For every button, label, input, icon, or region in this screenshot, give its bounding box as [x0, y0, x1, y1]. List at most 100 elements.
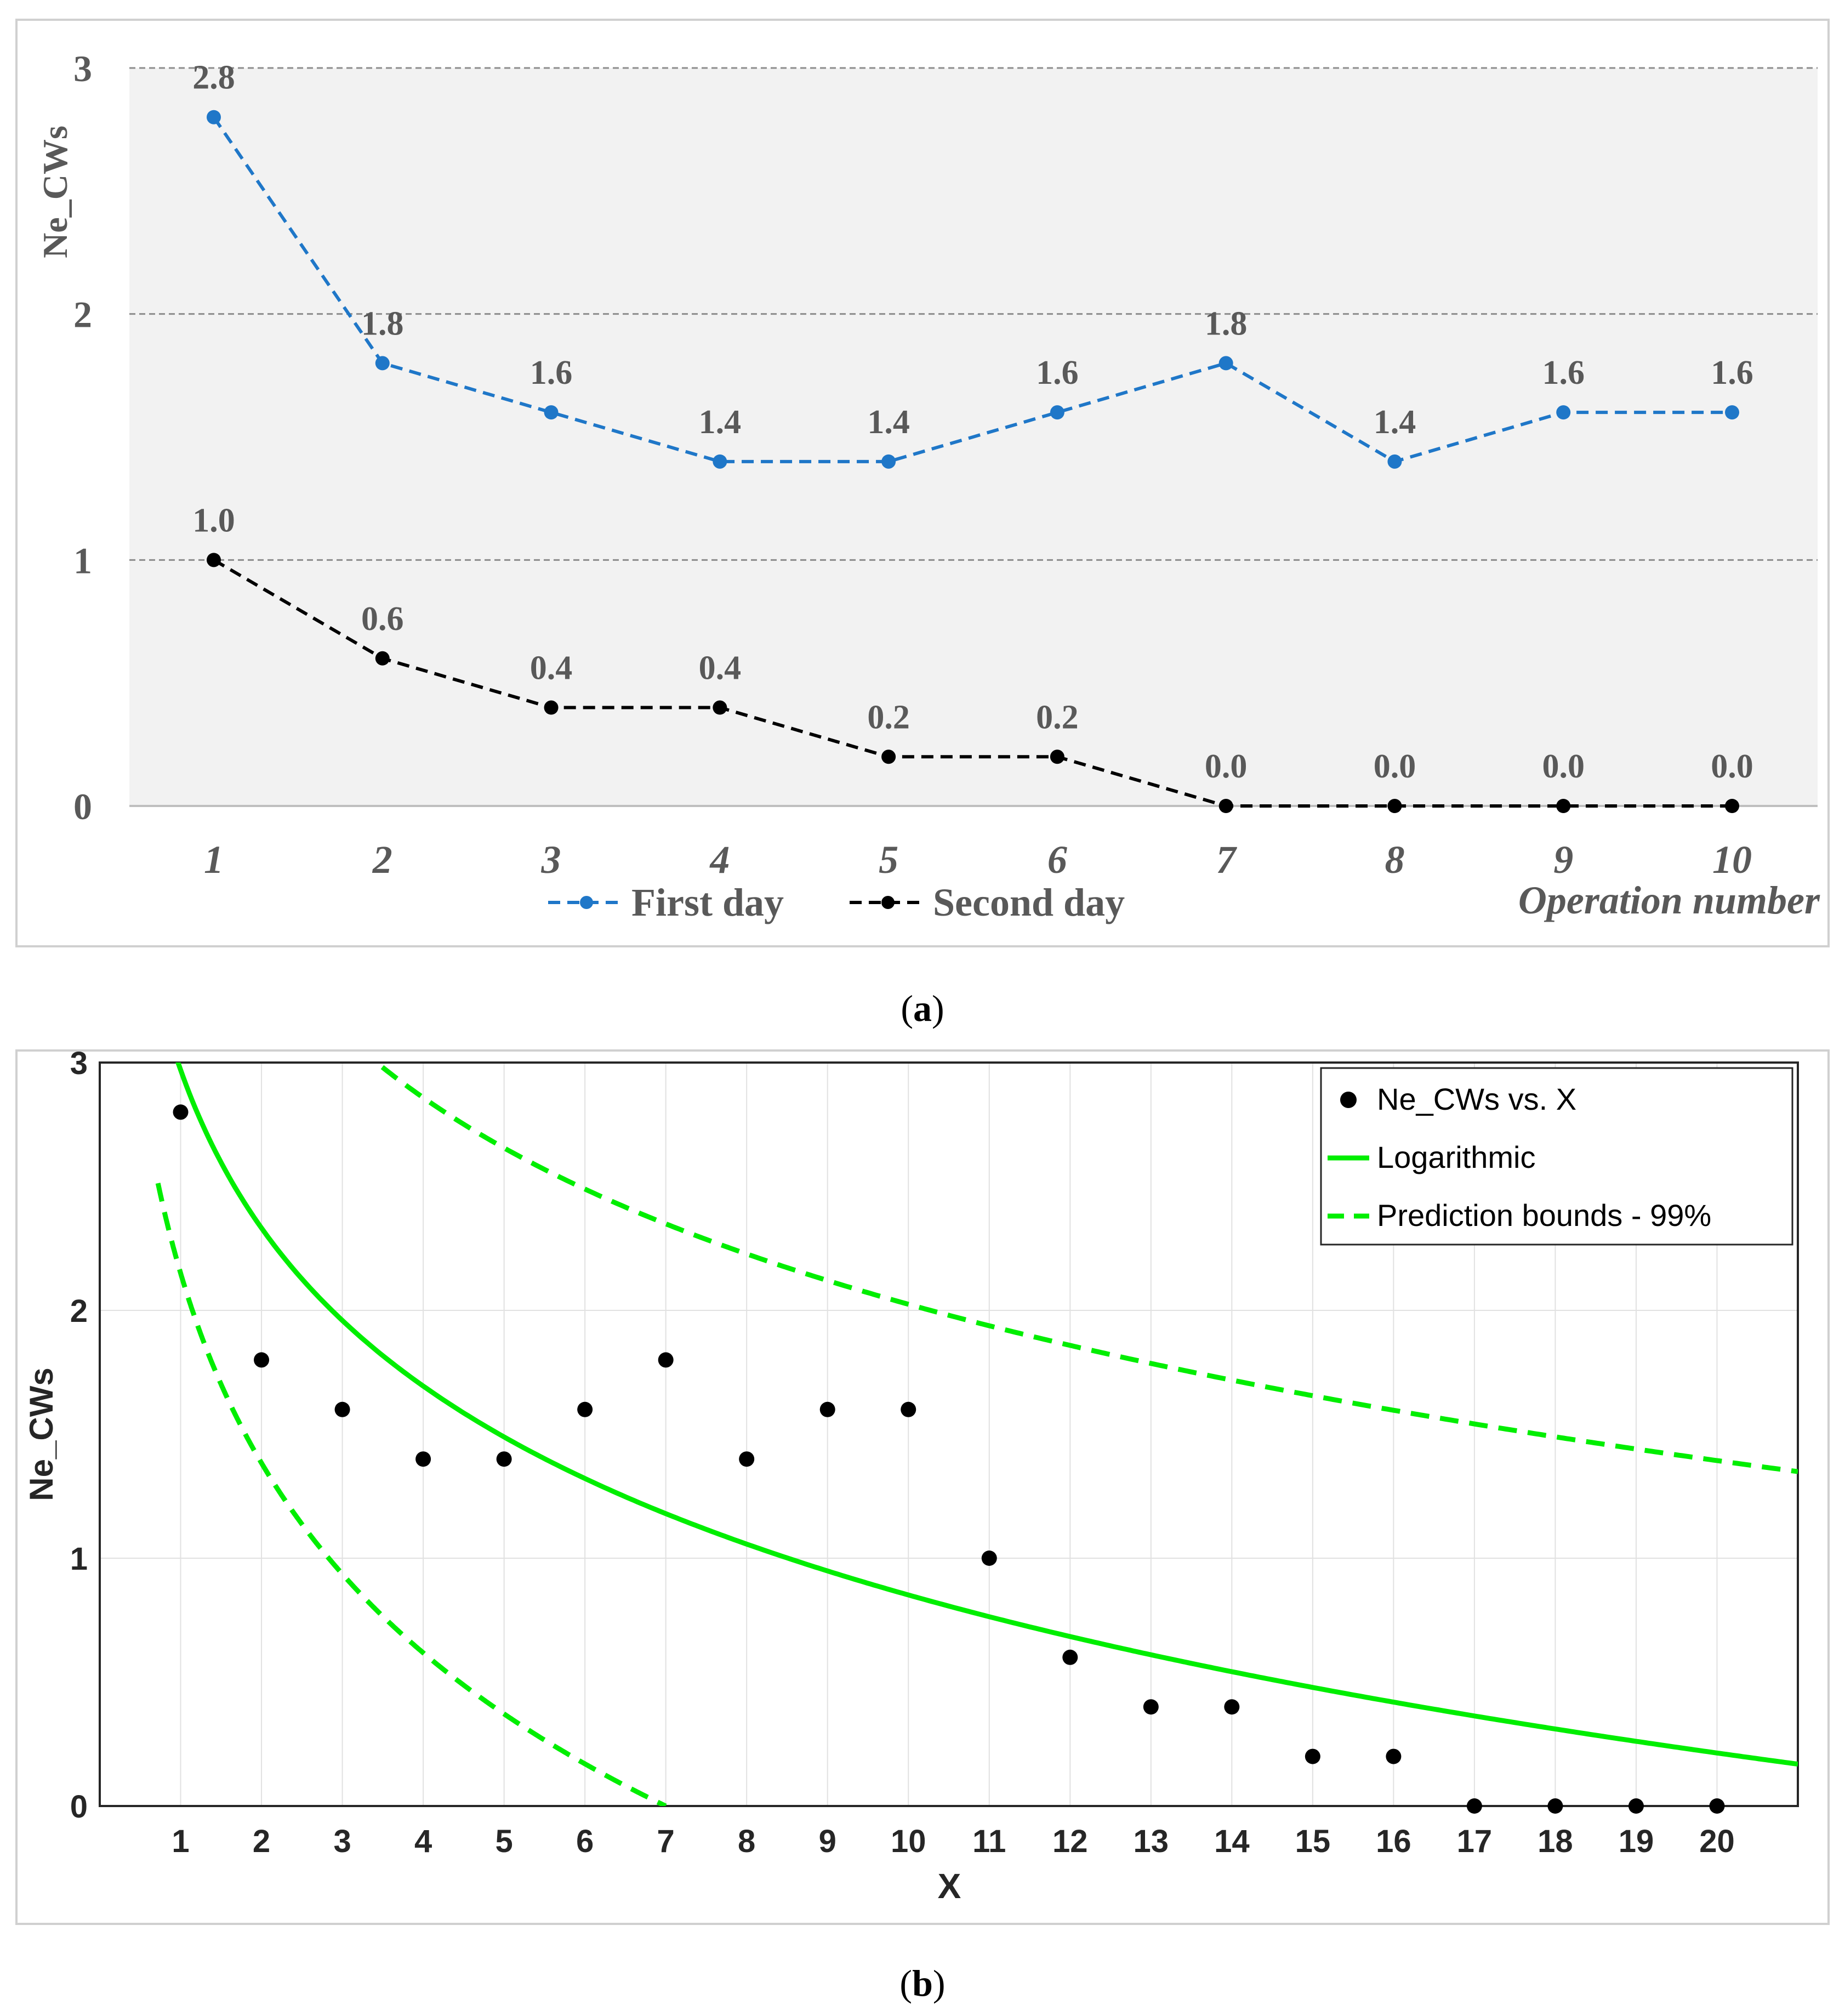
point-second-day-4	[713, 700, 727, 715]
x-tick-label-4: 4	[709, 838, 730, 882]
scatter-point-17	[1466, 1798, 1482, 1814]
point-first-day-7	[1218, 356, 1233, 371]
x-tick-label-8: 8	[1385, 838, 1404, 882]
x-tick-label-15: 15	[1295, 1824, 1331, 1859]
y-tick-label-2: 2	[70, 1293, 88, 1329]
point-first-day-10	[1725, 405, 1739, 420]
panel-b-x-tick-labels: 1 2 3 4 5 6 7 8 9 10 11 12 13 14 15 16 17 18 19 20	[172, 1824, 1734, 1859]
data-label-second-day-8: 0.0	[1374, 748, 1416, 785]
scatter-point-3	[334, 1401, 350, 1417]
data-label-first-day-9: 1.6	[1542, 354, 1585, 391]
panel-a-series	[207, 110, 1739, 813]
data-label-first-day-7: 1.8	[1205, 305, 1248, 342]
panel-b-caption-letter: b	[912, 1962, 933, 2004]
panel-a-data-labels: 2.8 1.8 1.6 1.4 1.4 1.6 1.8 1.4 1.6 1.6 1.0 0.6 0.4 0…	[192, 59, 1753, 785]
series-line-second-day	[213, 558, 1732, 808]
legend-fit-label: Logarithmic	[1377, 1140, 1535, 1174]
point-second-day-1	[207, 553, 221, 567]
data-label-first-day-3: 1.6	[530, 354, 573, 391]
data-label-first-day-10: 1.6	[1711, 354, 1753, 391]
data-label-second-day-7: 0.0	[1205, 748, 1248, 785]
x-tick-label-20: 20	[1699, 1824, 1735, 1859]
scatter-point-8	[739, 1451, 755, 1467]
x-tick-label-2: 2	[253, 1824, 270, 1859]
point-second-day-6	[1050, 749, 1064, 764]
logarithmic-fit-curve	[175, 1063, 1798, 1767]
data-label-second-day-6: 0.2	[1036, 698, 1079, 736]
x-tick-label-6: 6	[1047, 838, 1067, 882]
x-tick-label-7: 7	[657, 1824, 675, 1859]
x-tick-label-4: 4	[414, 1824, 432, 1859]
scatter-point-6	[577, 1401, 593, 1417]
panel-b-y-axis-title: Ne_CWs	[23, 1367, 60, 1501]
panel-b-x-axis-title: X	[938, 1866, 961, 1906]
lower-prediction-bound-curve	[155, 1183, 667, 1806]
x-tick-label-9: 9	[819, 1824, 836, 1859]
point-first-day-8	[1387, 454, 1402, 469]
point-second-day-5	[881, 749, 896, 764]
scatter-point-15	[1305, 1748, 1320, 1764]
panel-b-points	[173, 1104, 1725, 1814]
point-first-day-4	[713, 454, 727, 469]
scatter-point-4	[415, 1451, 431, 1467]
data-label-second-day-3: 0.4	[530, 650, 573, 687]
x-tick-label-2: 2	[372, 838, 392, 882]
panel-a-y-tick-labels: 0 1 2 3	[73, 48, 92, 827]
x-tick-label-13: 13	[1134, 1824, 1169, 1859]
x-tick-label-18: 18	[1538, 1824, 1573, 1859]
series-line-first-day	[212, 116, 1732, 464]
x-tick-label-17: 17	[1457, 1824, 1493, 1859]
y-tick-label-0: 0	[70, 1789, 88, 1825]
upper-prediction-bound-curve	[373, 1063, 1798, 1474]
point-first-day-2	[375, 356, 390, 371]
data-label-second-day-4: 0.4	[699, 650, 742, 687]
legend-second-day-marker	[881, 896, 895, 909]
panel-b-legend-box	[1320, 1067, 1793, 1246]
scatter-point-16	[1386, 1748, 1402, 1764]
point-second-day-3	[544, 700, 559, 715]
y-tick-label-3: 3	[70, 1046, 88, 1081]
scatter-point-19	[1628, 1798, 1644, 1814]
data-label-first-day-8: 1.4	[1374, 404, 1416, 441]
x-tick-label-6: 6	[576, 1824, 594, 1859]
x-tick-label-3: 3	[333, 1824, 351, 1859]
data-label-first-day-4: 1.4	[699, 404, 742, 441]
panel-a-caption-letter: a	[913, 987, 932, 1029]
data-label-first-day-1: 2.8	[192, 59, 235, 96]
data-label-first-day-2: 1.8	[361, 305, 404, 342]
point-first-day-1	[207, 110, 221, 124]
panel-b-curves	[155, 1063, 1798, 1806]
legend-first-day-label: First day	[631, 881, 784, 924]
x-tick-label-1: 1	[204, 838, 224, 882]
scatter-point-20	[1709, 1798, 1725, 1814]
panel-a: 0 1 2 3 1 2 3 4 5 6 7 8 9 10 2.8 1.8 1.6 1.4 1.4 1.6 1.8 1.…	[15, 19, 1830, 947]
x-tick-label-10: 10	[891, 1824, 926, 1859]
y-tick-label-3: 3	[73, 48, 92, 89]
scatter-point-5	[496, 1451, 512, 1467]
x-tick-label-5: 5	[879, 838, 898, 882]
scatter-point-11	[981, 1551, 997, 1566]
panel-a-x-axis-title: Operation number	[1518, 878, 1820, 922]
scatter-point-2	[254, 1352, 270, 1368]
panel-a-gridlines	[129, 67, 1818, 561]
scatter-point-13	[1143, 1699, 1159, 1715]
x-tick-label-19: 19	[1619, 1824, 1654, 1859]
legend-bounds-label: Prediction bounds - 99%	[1377, 1198, 1711, 1233]
panel-a-x-tick-labels: 1 2 3 4 5 6 7 8 9 10	[204, 838, 1752, 882]
data-label-second-day-10: 0.0	[1711, 748, 1753, 785]
x-tick-label-9: 9	[1553, 838, 1573, 882]
data-label-second-day-5: 0.2	[867, 698, 910, 736]
data-label-first-day-5: 1.4	[867, 404, 910, 441]
panel-a-legend: First day Second day	[548, 881, 1125, 924]
y-tick-label-1: 1	[73, 540, 92, 581]
panel-a-y-axis-title: Ne_CWs	[36, 126, 75, 258]
data-label-first-day-6: 1.6	[1036, 354, 1079, 391]
x-tick-label-14: 14	[1214, 1824, 1250, 1859]
point-first-day-6	[1050, 405, 1064, 420]
point-second-day-8	[1387, 799, 1402, 813]
scatter-point-10	[901, 1401, 916, 1417]
panel-b-y-tick-labels: 0 1 2 3	[70, 1046, 88, 1825]
point-second-day-2	[375, 651, 390, 666]
x-tick-label-11: 11	[972, 1824, 1006, 1859]
